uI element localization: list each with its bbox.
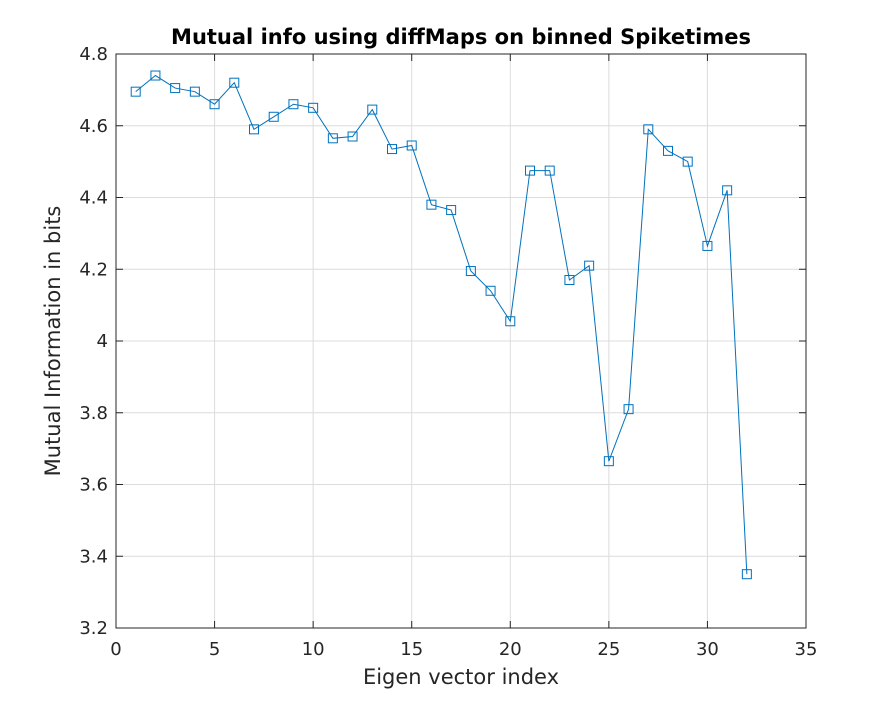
chart-title: Mutual info using diffMaps on binned Spi… xyxy=(171,25,751,49)
data-point xyxy=(268,111,279,122)
data-point xyxy=(426,199,437,210)
data-point xyxy=(406,140,417,151)
data-point xyxy=(544,165,555,176)
data-point xyxy=(465,266,476,277)
x-tick-label: 10 xyxy=(302,639,325,660)
data-point xyxy=(249,124,259,135)
data-point xyxy=(150,70,161,81)
data-point xyxy=(564,275,575,286)
data-point xyxy=(603,456,614,467)
x-tick-label: 5 xyxy=(209,639,220,660)
series-layer xyxy=(130,70,752,580)
data-point xyxy=(623,404,634,415)
data-point xyxy=(485,285,496,296)
data-point xyxy=(347,131,358,142)
data-point xyxy=(505,316,516,327)
data-point xyxy=(702,240,713,251)
data-point xyxy=(229,77,240,88)
data-point xyxy=(446,205,457,216)
data-point xyxy=(308,102,319,113)
x-tick-labels: 0 5 10 15 20 25 30 35 xyxy=(110,639,817,660)
y-tick-label: 3.8 xyxy=(79,403,108,424)
x-axis-label: Eigen vector index xyxy=(363,665,559,689)
x-tick-label: 35 xyxy=(795,639,818,660)
data-point xyxy=(682,156,693,167)
data-point xyxy=(367,104,378,115)
x-tick-label: 25 xyxy=(597,639,620,660)
data-point xyxy=(741,569,752,580)
series-line xyxy=(135,74,748,575)
x-tick-label: 15 xyxy=(400,639,423,660)
plot-frame xyxy=(115,53,807,629)
data-point xyxy=(525,165,535,176)
data-point xyxy=(209,99,220,110)
y-tick-label: 3.2 xyxy=(79,618,108,639)
data-point xyxy=(643,124,654,135)
y-tick-label: 4.6 xyxy=(79,116,108,137)
x-tick-label: 0 xyxy=(110,639,121,660)
y-tick-label: 4.4 xyxy=(79,188,108,209)
data-point xyxy=(663,145,673,156)
data-point xyxy=(189,86,200,97)
x-tick-label: 30 xyxy=(696,639,719,660)
data-point xyxy=(387,144,397,155)
y-tick-label: 4 xyxy=(97,331,108,352)
data-point xyxy=(170,83,181,94)
data-point xyxy=(130,86,141,97)
y-tick-label: 3.6 xyxy=(79,475,108,496)
data-point xyxy=(327,133,338,144)
data-point xyxy=(288,99,299,110)
y-tick-label: 3.4 xyxy=(79,546,108,567)
y-axis-label: Mutual Information in bits xyxy=(41,206,65,477)
y-grid-lines xyxy=(116,125,806,557)
y-tick-labels: 3.2 3.4 3.6 3.8 4 4.2 4.4 4.6 4.8 xyxy=(79,44,108,639)
data-point xyxy=(722,185,733,196)
y-tick-label: 4.8 xyxy=(79,44,108,65)
y-tick-label: 4.2 xyxy=(79,259,108,280)
data-point xyxy=(584,260,595,271)
x-tick-label: 20 xyxy=(499,639,522,660)
